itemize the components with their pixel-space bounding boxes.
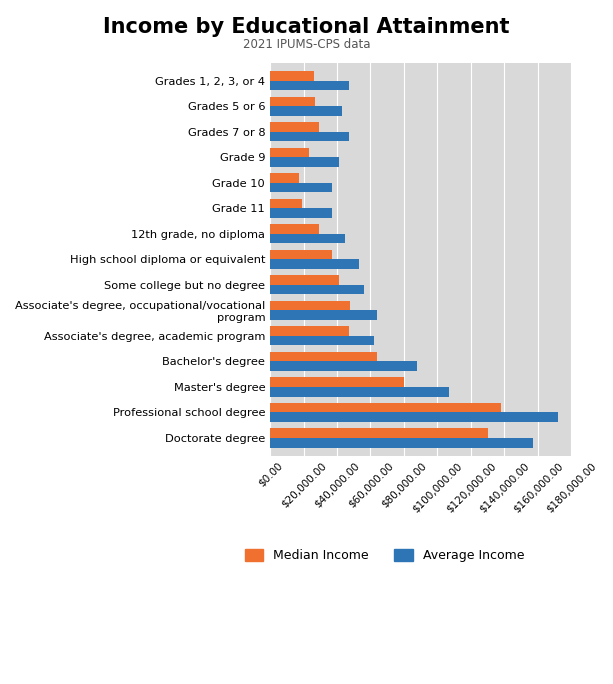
Bar	[270, 311, 377, 320]
Bar	[270, 336, 374, 345]
Bar	[270, 183, 332, 192]
Bar	[270, 259, 359, 269]
Bar	[270, 173, 299, 183]
Bar	[270, 234, 345, 244]
Bar	[270, 96, 315, 106]
Bar	[270, 326, 349, 336]
Bar	[270, 250, 332, 259]
Bar	[270, 300, 351, 311]
Bar	[270, 157, 339, 167]
Bar	[270, 198, 302, 208]
Text: 2021 IPUMS-CPS data: 2021 IPUMS-CPS data	[243, 38, 370, 51]
Bar	[270, 428, 487, 438]
Bar	[270, 412, 558, 422]
Bar	[270, 387, 449, 397]
Bar	[270, 361, 417, 371]
Bar	[270, 285, 364, 295]
Bar	[270, 275, 339, 285]
Text: Income by Educational Attainment: Income by Educational Attainment	[103, 17, 510, 37]
Bar	[270, 403, 501, 412]
Bar	[270, 81, 349, 90]
Bar	[270, 224, 319, 234]
Bar	[270, 132, 349, 142]
Bar	[270, 438, 533, 447]
Legend: Median Income, Average Income: Median Income, Average Income	[240, 544, 530, 567]
Bar	[270, 148, 308, 157]
Bar	[270, 122, 319, 132]
Bar	[270, 71, 314, 81]
Bar	[270, 377, 404, 387]
Bar	[270, 106, 342, 116]
Bar	[270, 208, 332, 218]
Bar	[270, 352, 377, 361]
